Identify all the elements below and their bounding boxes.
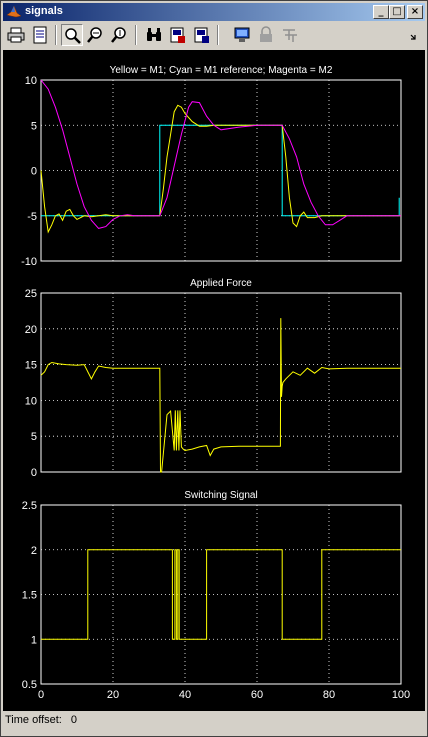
print-preview-button[interactable] [29,24,51,46]
monitor-icon [234,27,250,42]
floating-scope-button[interactable] [231,24,253,46]
save-axes-button[interactable] [167,24,189,46]
y-tick-label: 10 [25,395,37,407]
y-tick-label: 2 [31,545,37,557]
toolbar-separator [217,25,219,45]
y-tick-label: 5 [31,431,37,443]
y-tick-label: 0.5 [22,679,37,691]
printer-icon [7,27,25,43]
scope-params-button[interactable] [191,24,213,46]
parameters-icon [194,27,209,43]
autoscale-button[interactable] [143,24,165,46]
y-tick-label: 1 [31,634,37,646]
zoom-y-icon [111,27,126,43]
y-tick-label: 10 [25,75,37,87]
axes-settings-icon [170,27,185,43]
x-tick-label: 60 [251,689,263,701]
window-title: signals [25,5,63,17]
close-button[interactable]: × [407,5,423,19]
title-bar[interactable]: signals _ □ × [3,3,425,21]
lock-button[interactable] [255,24,277,46]
minimize-button[interactable]: _ [373,5,389,19]
zoom-x-button[interactable] [85,24,107,46]
axes-frame [40,292,402,473]
y-tick-label: 2.5 [22,500,37,512]
y-tick-label: 1.5 [22,590,37,602]
time-offset-label: Time offset: [5,714,62,726]
matlab-icon [6,5,22,18]
binoculars-icon [147,28,161,41]
y-tick-label: 5 [31,120,37,132]
toolbar-separator [135,25,137,45]
lock-icon [260,26,272,42]
x-tick-label: 100 [392,689,410,701]
x-tick-label: 20 [107,689,119,701]
x-tick-label: 0 [38,689,44,701]
y-tick-label: -5 [27,211,37,223]
zoom-button[interactable] [61,24,83,46]
signal-selection-icon [283,29,297,42]
maximize-button[interactable]: □ [389,5,405,19]
chart-title: Yellow = M1; Cyan = M1 reference; Magent… [110,65,333,76]
y-tick-label: 25 [25,288,37,300]
toolbar-chevron[interactable] [403,24,425,46]
series-line [40,318,401,473]
document-icon [33,26,47,44]
x-tick-label: 80 [323,689,335,701]
chart-title: Switching Signal [184,490,257,501]
x-tick-label: 40 [179,689,191,701]
print-button[interactable] [5,24,27,46]
chevron-icon [410,34,416,40]
zoom-x-icon [87,27,102,43]
scope-figure[interactable]: Yellow = M1; Cyan = M1 reference; Magent… [3,50,425,711]
chart-title: Applied Force [190,278,252,289]
y-tick-label: 15 [25,360,37,372]
series-line [40,79,401,229]
toolbar [3,22,425,48]
series-line [40,104,401,234]
status-bar: Time offset: 0 [5,714,83,726]
y-tick-label: 0 [31,166,37,178]
signal-selection-button[interactable] [279,24,301,46]
time-offset-value: 0 [70,714,78,726]
toolbar-separator [55,25,57,45]
magnifier-icon [65,28,81,44]
y-tick-label: 20 [25,324,37,336]
series-line [41,549,401,640]
y-tick-label: -10 [21,256,37,268]
y-tick-label: 0 [31,467,37,479]
zoom-y-button[interactable] [109,24,131,46]
